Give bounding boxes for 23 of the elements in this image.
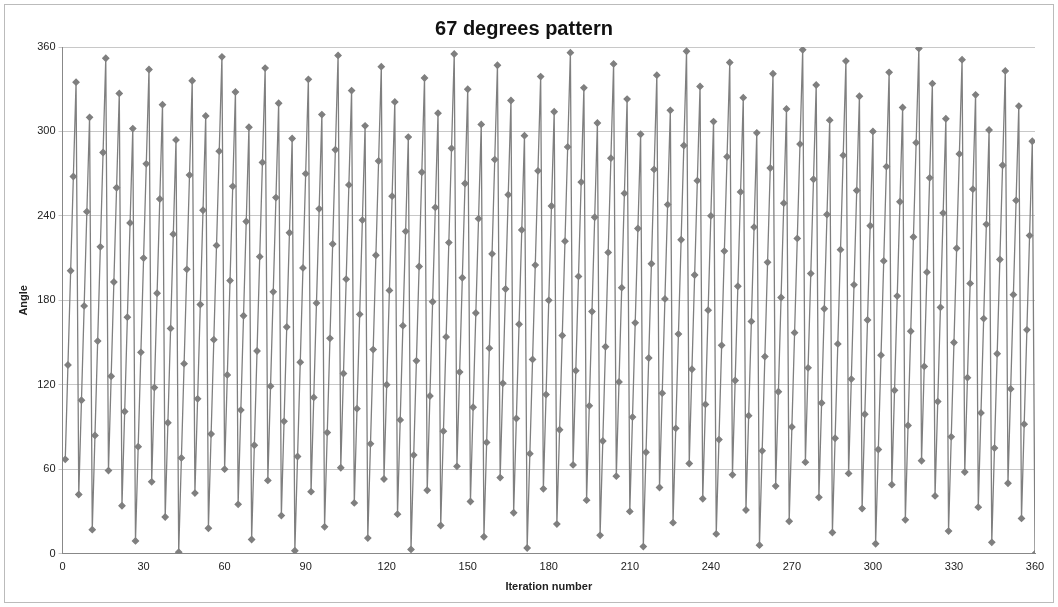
x-tick-label: 30 [137,560,150,573]
x-tick-label: 360 [1025,560,1045,573]
x-tick-label: 0 [59,560,66,573]
x-tick-label: 180 [539,560,558,573]
y-tick-label: 60 [43,462,56,475]
chart-title: 67 degrees pattern [435,16,613,39]
x-tick-label: 150 [458,560,477,573]
x-tick-label: 330 [944,560,964,573]
y-tick-label: 180 [37,293,56,306]
y-tick-label: 120 [37,377,56,390]
x-tick-label: 240 [701,560,721,573]
y-tick-label: 0 [49,546,56,559]
y-tick-label: 240 [37,208,56,221]
y-tick-label: 360 [37,40,56,53]
x-tick-label: 60 [218,560,231,573]
y-tick-label: 300 [37,124,56,137]
x-tick-label: 270 [782,560,802,573]
x-tick-label: 210 [620,560,639,573]
y-axis-title: Angle [16,285,29,316]
x-tick-label: 300 [863,560,883,573]
x-tick-label: 90 [299,560,312,573]
x-axis-title: Iteration number [505,580,593,593]
x-tick-label: 120 [377,560,396,573]
